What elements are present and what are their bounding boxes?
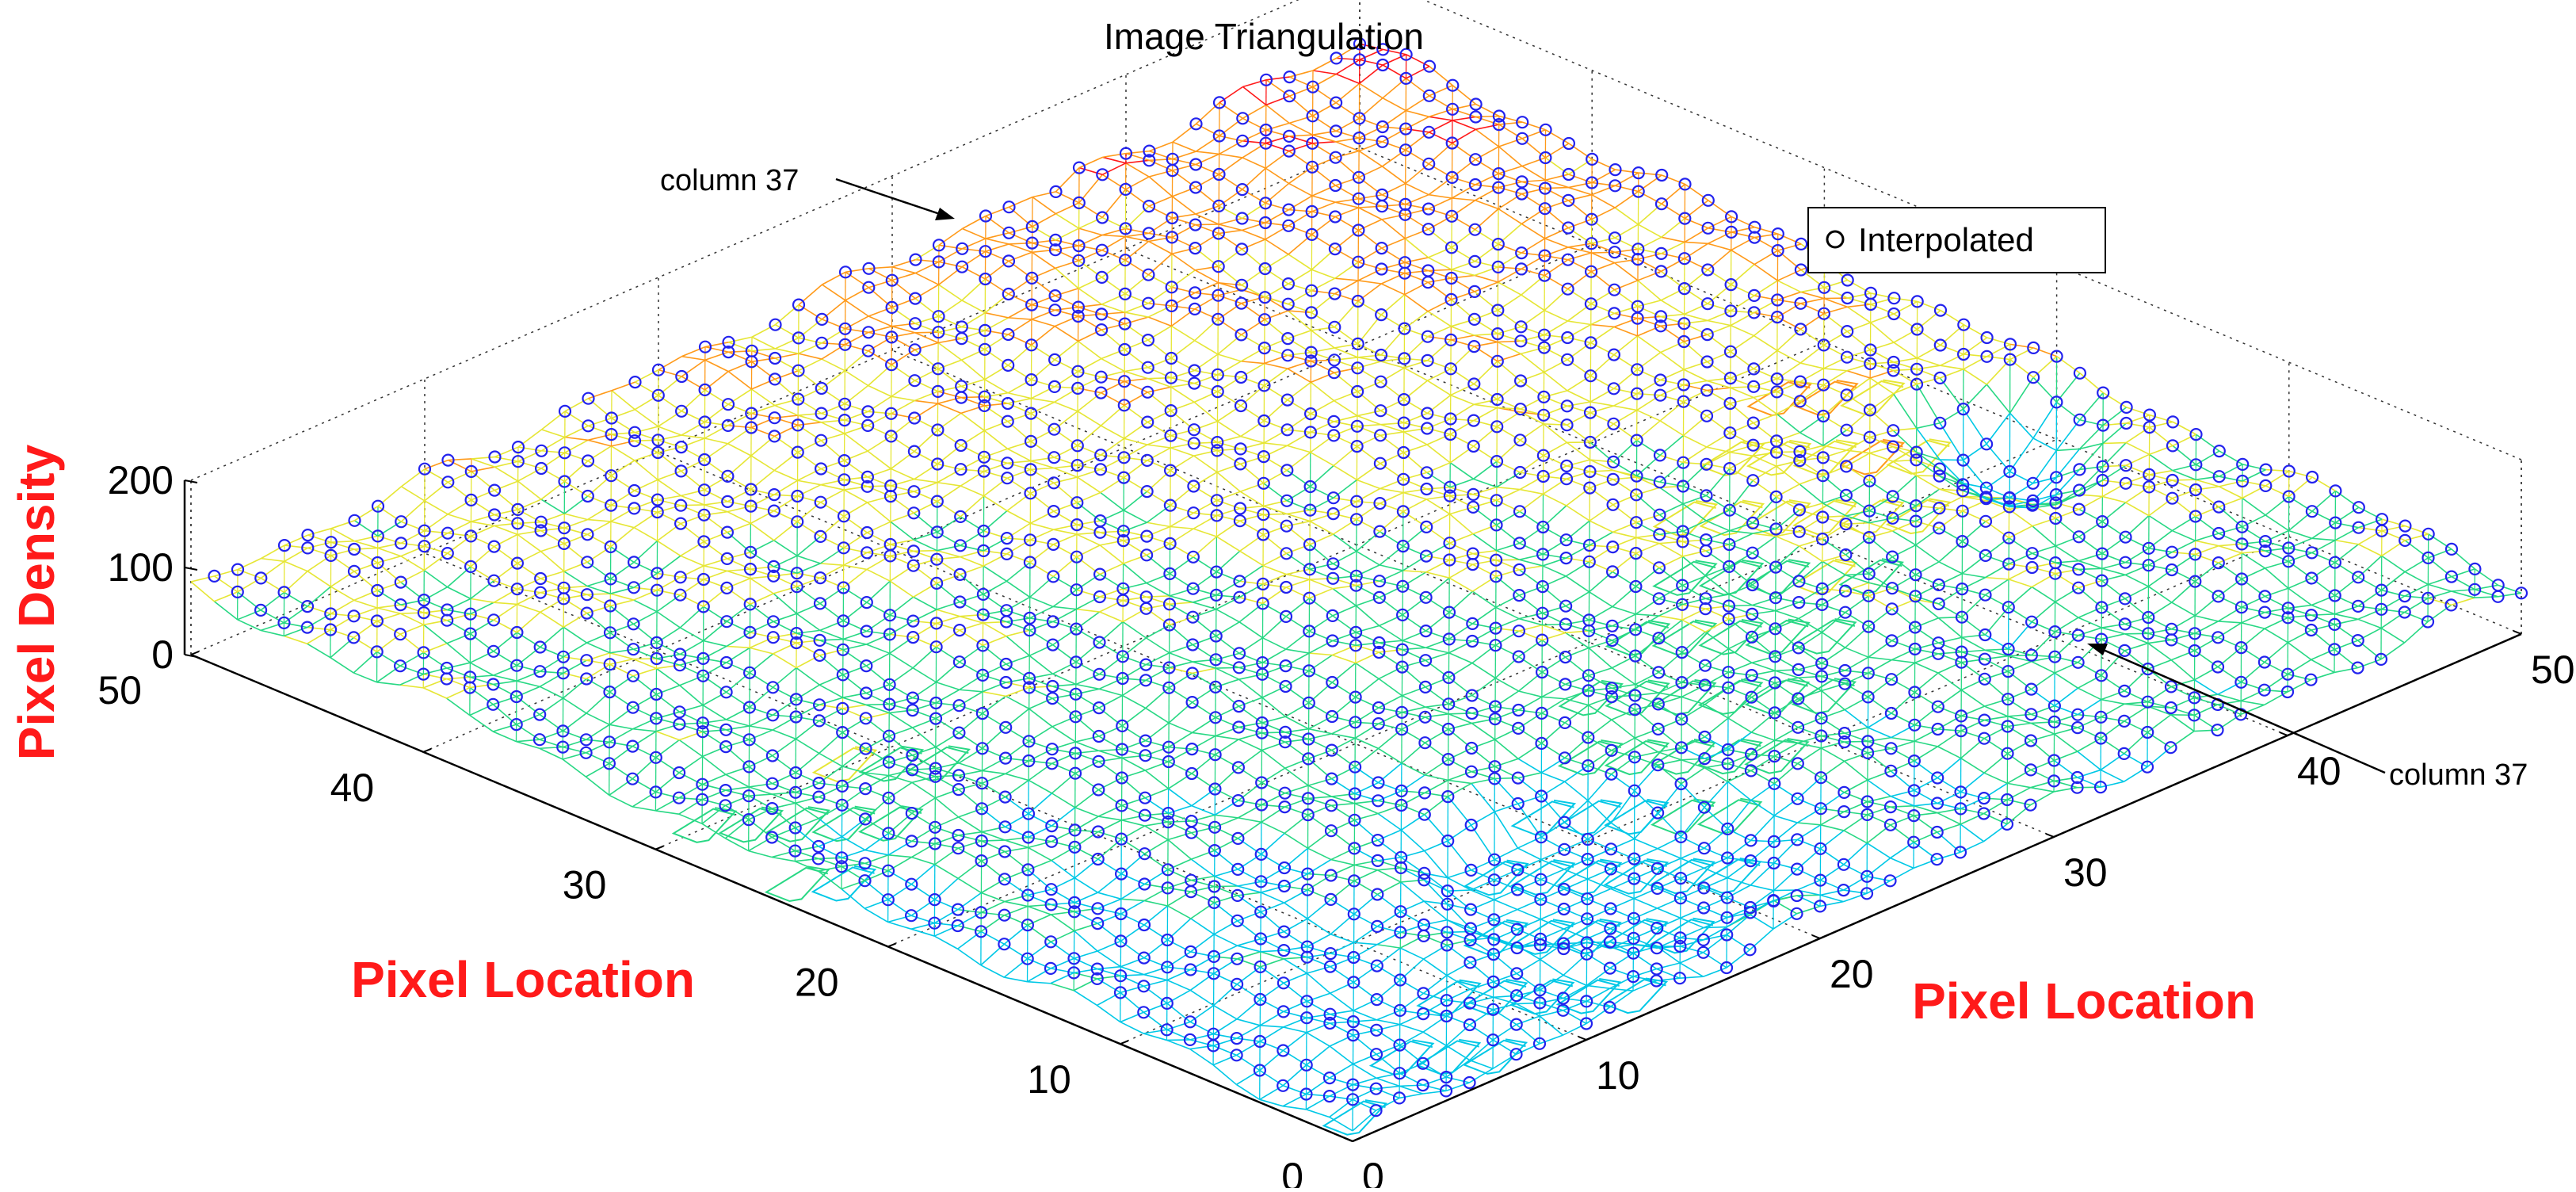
mesh-edge <box>2171 715 2195 716</box>
mesh-edge <box>1215 667 1239 668</box>
mesh-edge <box>1776 452 1800 453</box>
mesh-edge <box>2173 479 2196 480</box>
mesh-edge <box>1494 778 1518 779</box>
mesh-edge <box>982 840 1006 841</box>
mesh-edge <box>2078 568 2102 569</box>
mesh-edge <box>1591 252 1615 253</box>
mesh-edge <box>1845 741 1868 742</box>
mesh-edge <box>1168 821 1192 822</box>
mesh-edge <box>1587 942 1610 943</box>
mesh-edge <box>1262 732 1286 733</box>
mesh-edge <box>1704 927 1727 928</box>
mesh-edge <box>1797 895 1821 896</box>
mesh-edge <box>914 551 937 552</box>
mesh-edge <box>1824 298 1848 299</box>
mesh-edge <box>1215 886 1238 887</box>
mesh-edge <box>1938 617 1962 618</box>
mesh-edge <box>2008 655 2032 656</box>
mesh-edge <box>1448 713 1472 714</box>
mesh-edge <box>1166 1040 1190 1041</box>
mesh-edge <box>2078 787 2101 788</box>
mesh-edge <box>2103 443 2126 444</box>
